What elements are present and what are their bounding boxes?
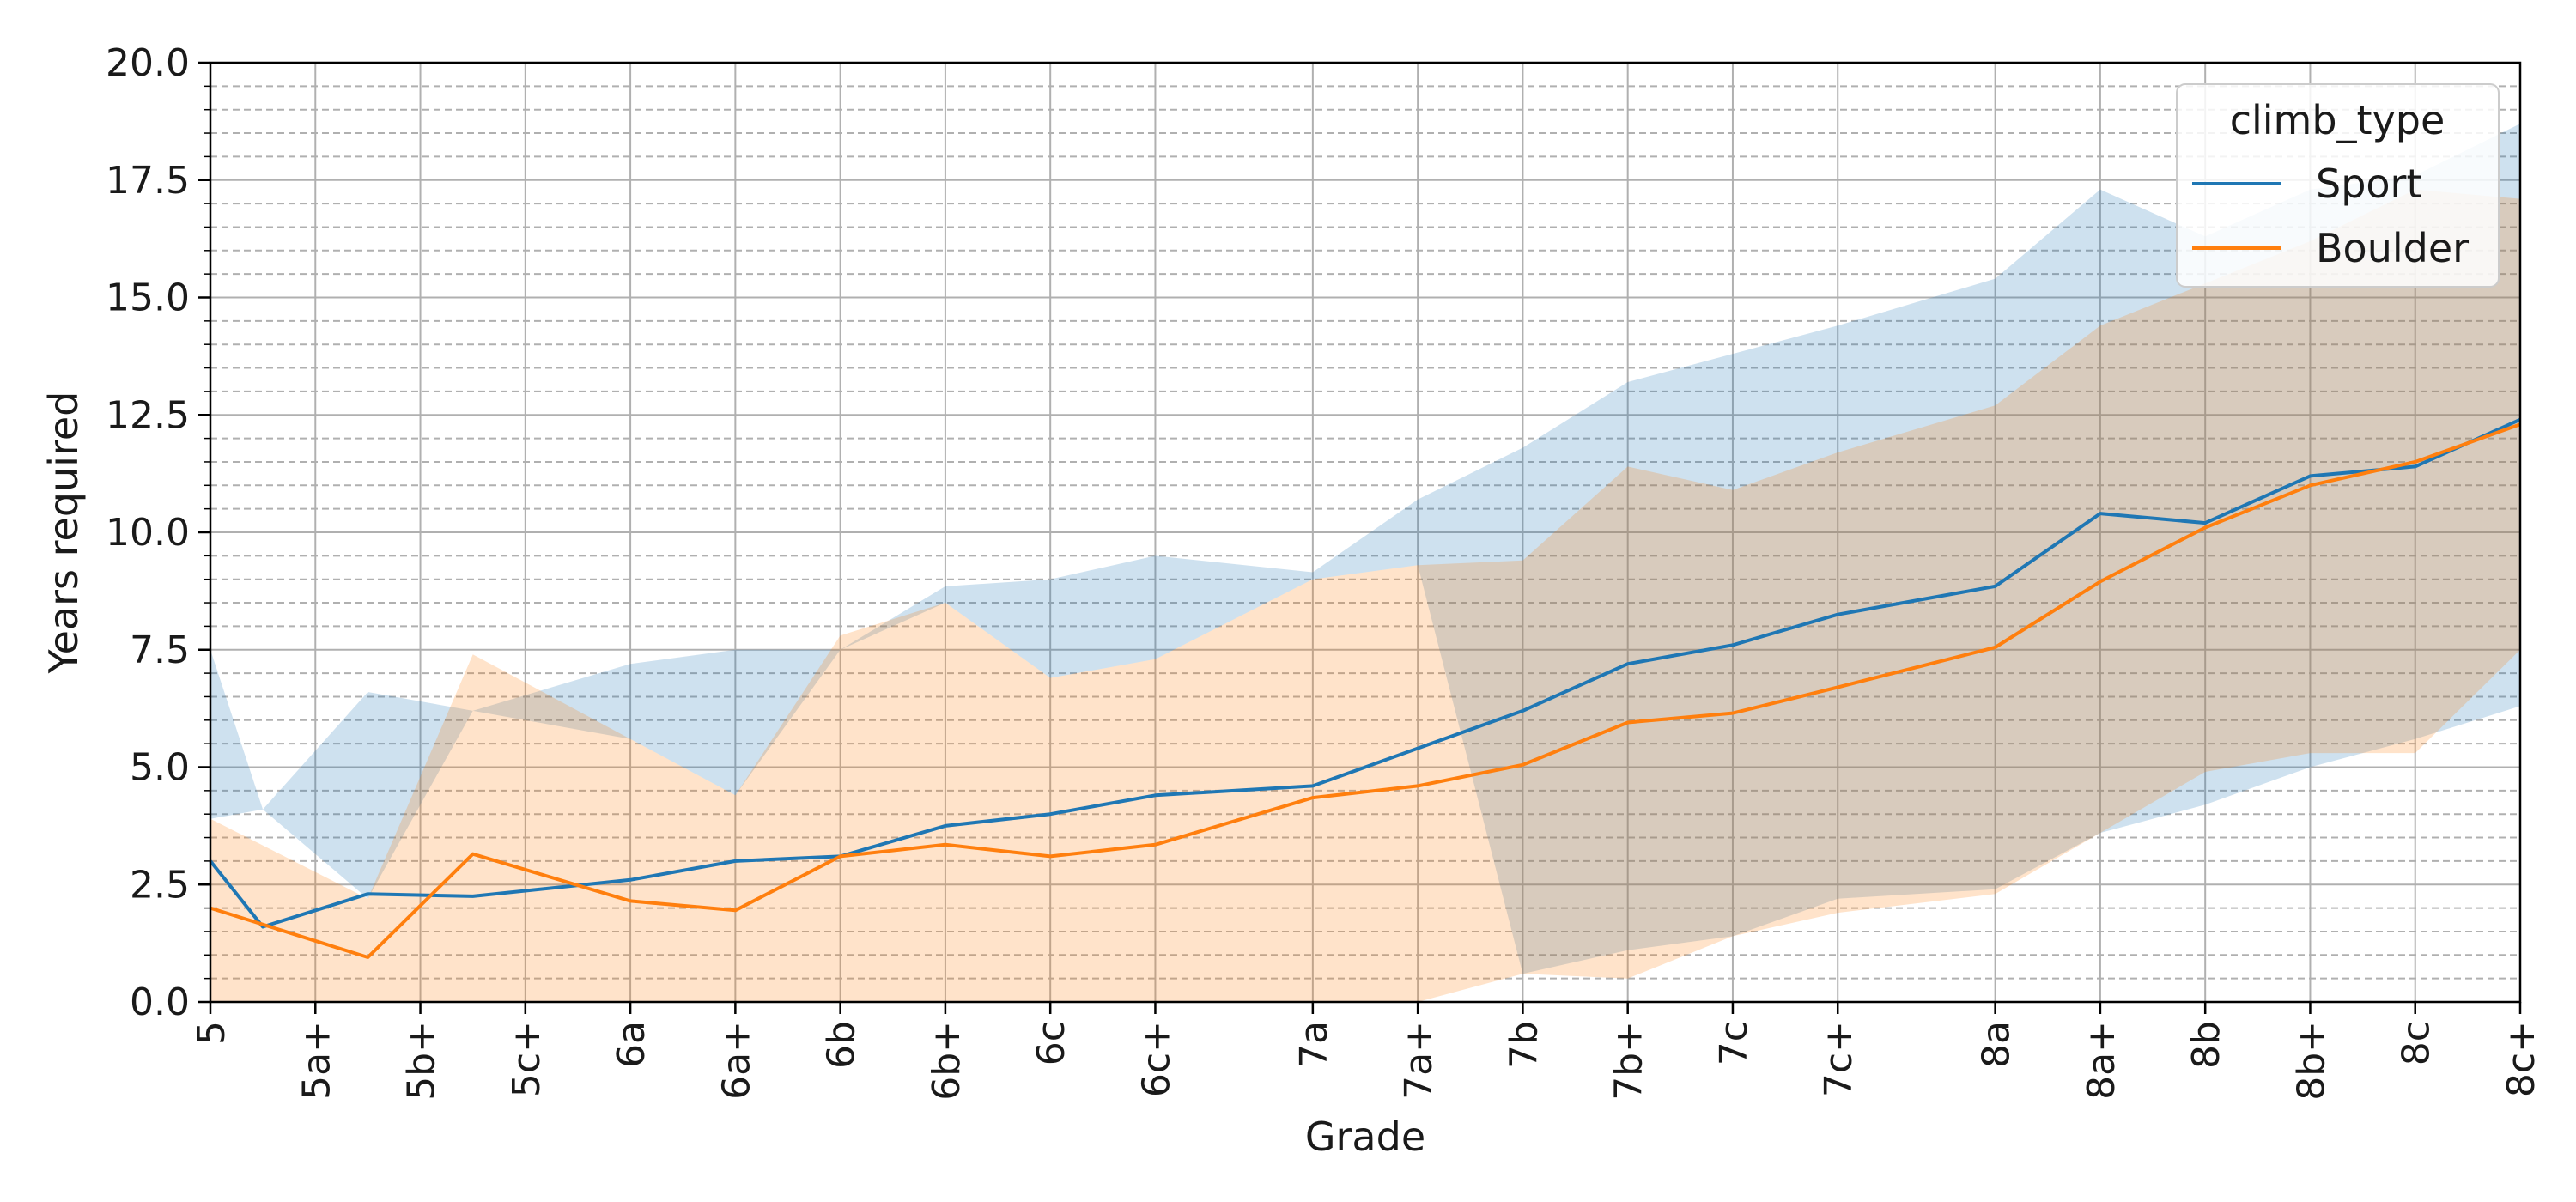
legend-label-sport: Sport (2316, 161, 2422, 207)
x-tick-label: 8c+ (2500, 1021, 2543, 1097)
y-tick-label: 7.5 (130, 628, 190, 672)
legend-label-boulder: Boulder (2316, 225, 2469, 271)
y-tick-label: 5.0 (130, 746, 190, 790)
y-tick-label: 20.0 (106, 41, 190, 85)
x-tick-label: 8b (2184, 1021, 2228, 1069)
y-tick-label: 17.5 (106, 159, 190, 203)
x-tick-label: 6b+ (925, 1021, 969, 1101)
x-tick-label: 7b (1502, 1021, 1546, 1069)
x-tick-label: 5a+ (295, 1021, 338, 1100)
legend-title: climb_type (2230, 97, 2445, 143)
y-tick-label: 12.5 (106, 393, 190, 437)
x-tick-label: 6c (1030, 1021, 1073, 1065)
x-tick-label: 6b (820, 1021, 864, 1069)
x-tick-label: 8a (1975, 1021, 2019, 1068)
x-axis-ticks: 5 5a+ 5b+ 5c+ 6a 6a+ 6b 6b+ 6c 6c+ 7a 7a+ 7b 7b+ 7c 7c+… (190, 1002, 2543, 1101)
x-tick-label: 8b+ (2289, 1021, 2333, 1101)
legend-box (2176, 83, 2500, 288)
y-tick-label: 10.0 (106, 511, 190, 555)
band-boulder (210, 189, 2520, 1002)
x-axis-label: Grade (1305, 1114, 1425, 1160)
y-axis-ticks: 0.0 2.5 5.0 7.5 10.0 12.5 15.0 17.5 20.0 (106, 41, 210, 1024)
line-sport (209, 417, 2521, 929)
x-tick-label: 6a+ (714, 1021, 758, 1100)
x-tick-label: 5c+ (505, 1021, 549, 1097)
line-boulder (210, 422, 2521, 959)
x-tick-label: 7c+ (1817, 1021, 1861, 1097)
y-tick-label: 15.0 (106, 276, 190, 320)
confidence-bands (210, 124, 2520, 1002)
x-tick-label: 7c (1712, 1021, 1756, 1065)
y-axis-label: Years required (40, 392, 87, 675)
x-tick-label: 5 (190, 1021, 234, 1045)
x-tick-label: 7b+ (1607, 1021, 1651, 1101)
x-tick-label: 5b+ (400, 1021, 444, 1101)
series-lines (209, 417, 2521, 959)
x-tick-label: 6c+ (1134, 1021, 1178, 1097)
x-tick-label: 7a (1292, 1021, 1336, 1068)
x-tick-label: 8c (2395, 1021, 2439, 1065)
band-sport (210, 124, 2520, 974)
x-tick-label: 6a (610, 1021, 653, 1068)
x-tick-label: 8a+ (2080, 1021, 2123, 1100)
x-tick-label: 7a+ (1397, 1021, 1441, 1100)
minor-gridlines (210, 85, 2520, 980)
y-tick-label: 0.0 (130, 980, 190, 1024)
legend: climb_type Sport Boulder (2176, 83, 2500, 288)
y-tick-label: 2.5 (130, 863, 190, 907)
